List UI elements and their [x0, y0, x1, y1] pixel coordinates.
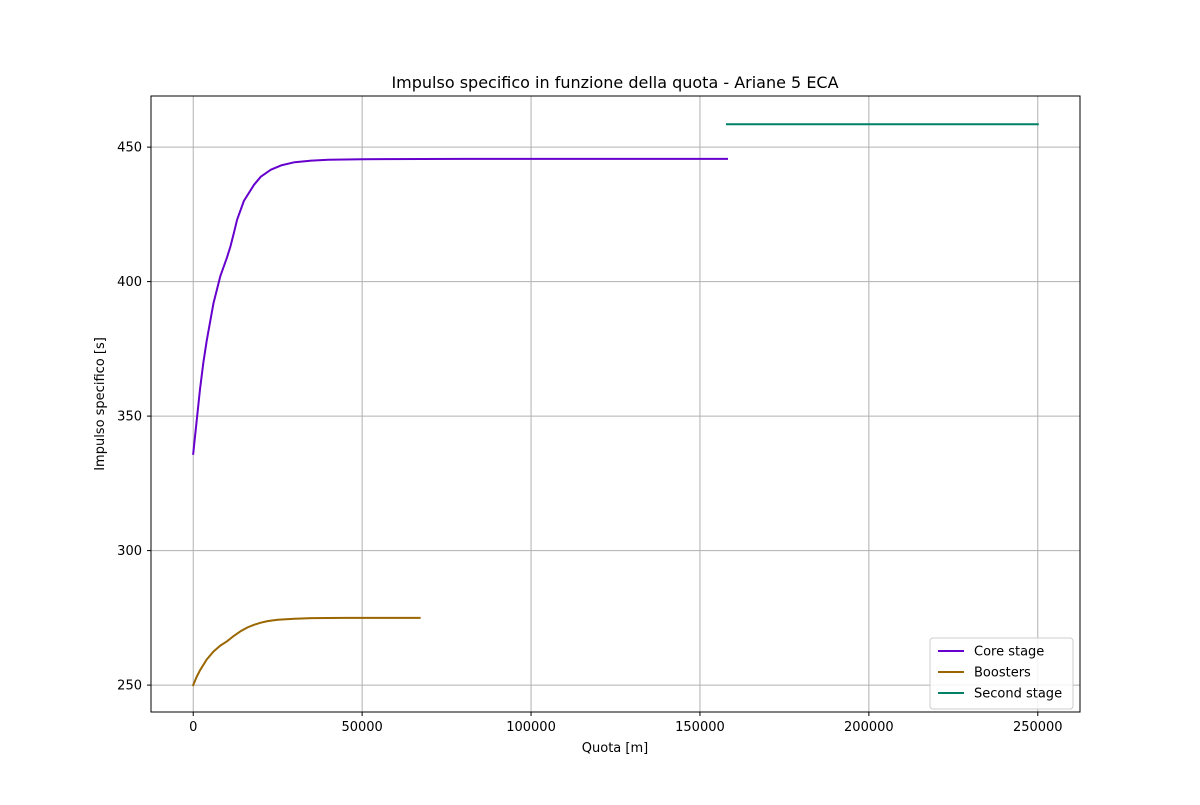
series-line-boosters	[191, 616, 421, 687]
legend-label-boosters: Boosters	[974, 666, 1031, 681]
series-lines	[191, 123, 1039, 687]
y-tick-label: 250	[117, 679, 142, 694]
x-tick-label: 50000	[341, 720, 382, 735]
chart-title: Impulso specifico in funzione della quot…	[391, 73, 838, 92]
y-tick-label: 300	[117, 544, 142, 559]
grid	[151, 96, 1080, 712]
x-axis-label: Quota [m]	[582, 741, 648, 756]
x-tick-label: 100000	[506, 720, 556, 735]
y-axis-label: Impulso specifico [s]	[93, 337, 108, 471]
series-line-core-stage	[192, 157, 728, 455]
legend: Core stage Boosters Second stage	[929, 637, 1074, 710]
plot-frame	[150, 95, 1081, 713]
ticks: 0 50000 100000 150000 200000 250000 250 300 350 4…	[117, 141, 1062, 735]
x-tick-label: 200000	[844, 720, 894, 735]
y-tick-label: 450	[117, 141, 142, 156]
x-tick-label: 0	[189, 720, 197, 735]
legend-label-second-stage: Second stage	[974, 687, 1062, 702]
x-tick-label: 150000	[675, 720, 725, 735]
legend-box	[929, 637, 1074, 710]
y-tick-label: 400	[117, 275, 142, 290]
x-tick-label: 250000	[1013, 720, 1063, 735]
y-tick-label: 350	[117, 410, 142, 425]
legend-label-core-stage: Core stage	[974, 645, 1044, 660]
